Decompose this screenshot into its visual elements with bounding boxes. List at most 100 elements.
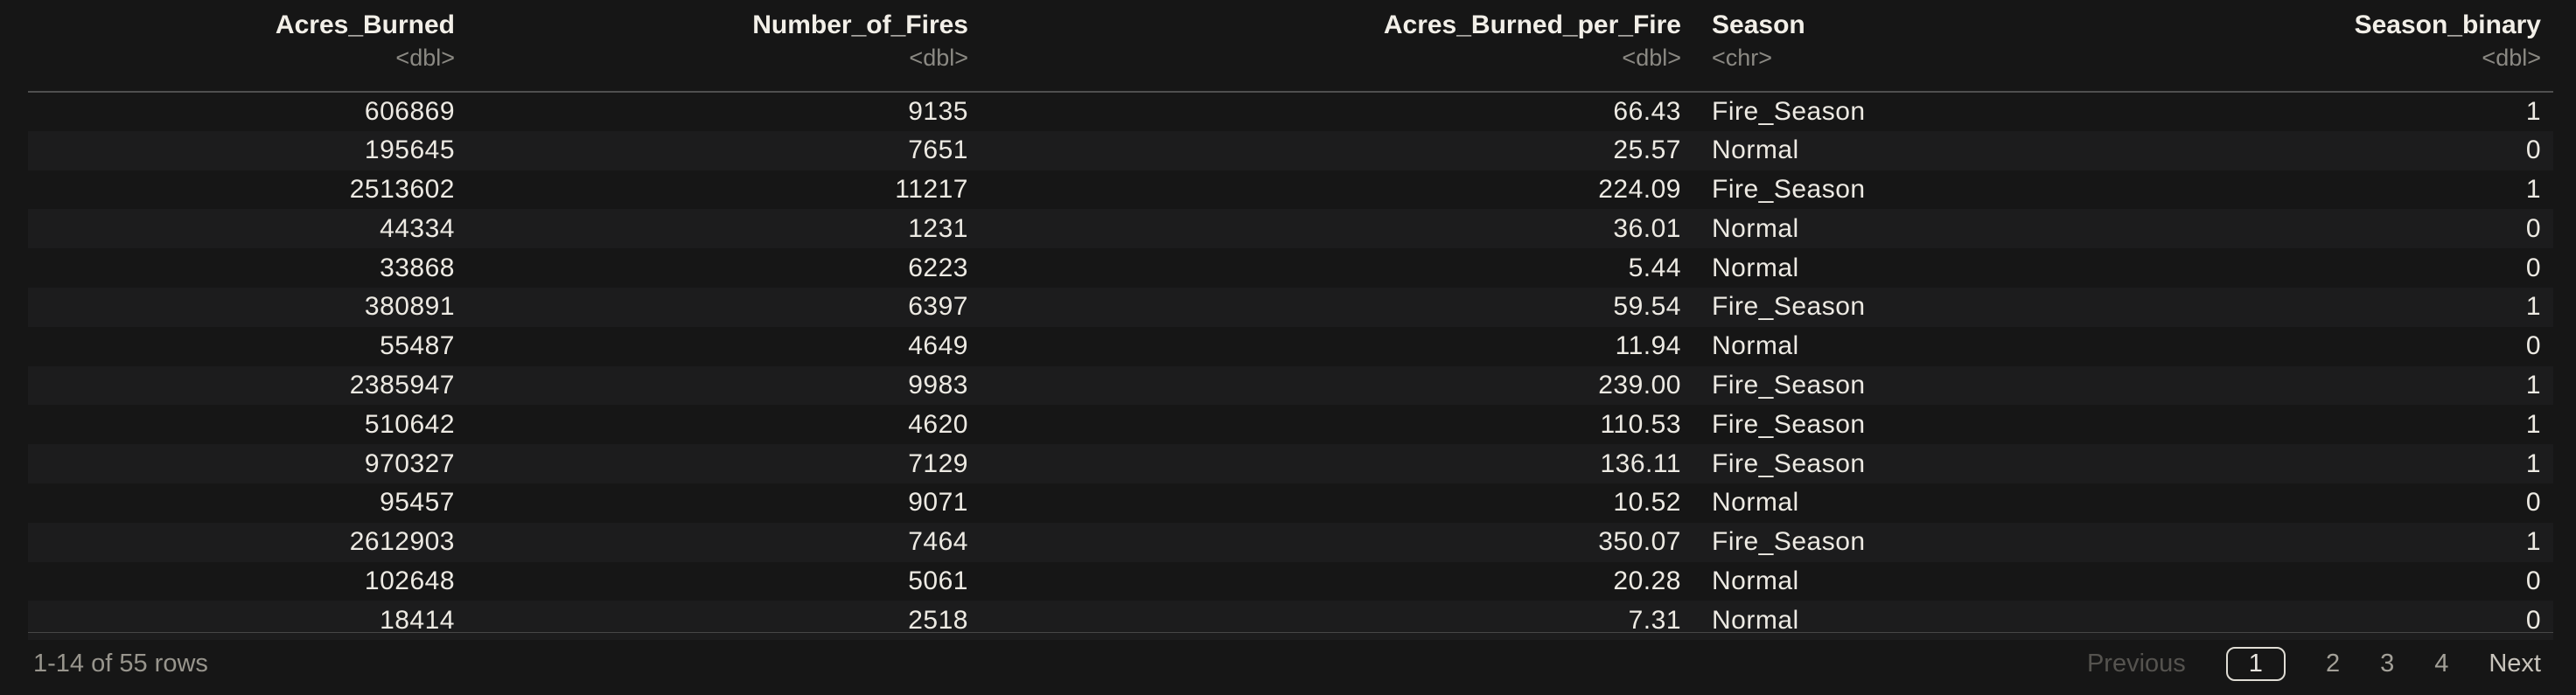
cell-season: Fire_Season bbox=[1712, 527, 1866, 557]
cell-acres-burned-per-fire: 7.31 bbox=[1628, 605, 1681, 635]
cell-acres-burned-per-fire: 136.11 bbox=[1600, 448, 1681, 478]
cell-acres-burned-per-fire: 11.94 bbox=[1615, 331, 1681, 361]
table-row: 970327 7129 136.11 Fire_Season 1 bbox=[28, 444, 2553, 483]
cell-number-of-fires: 7464 bbox=[908, 527, 968, 557]
cell-acres-burned: 380891 bbox=[364, 292, 455, 322]
table-row: 33868 6223 5.44 Normal 0 bbox=[28, 248, 2553, 288]
cell-season-binary: 1 bbox=[2525, 370, 2541, 400]
cell-season: Fire_Season bbox=[1712, 448, 1866, 478]
pagination-next-button[interactable]: Next bbox=[2489, 650, 2541, 678]
cell-acres-burned: 55487 bbox=[380, 331, 455, 361]
cell-acres-burned: 95457 bbox=[380, 488, 455, 518]
cell-season: Normal bbox=[1712, 253, 1799, 282]
table-row: 2385947 9983 239.00 Fire_Season 1 bbox=[28, 365, 2553, 406]
cell-number-of-fires: 7129 bbox=[908, 448, 968, 478]
cell-season: Fire_Season bbox=[1712, 96, 1866, 126]
cell-season-binary: 1 bbox=[2525, 96, 2541, 126]
cell-acres-burned-per-fire: 36.01 bbox=[1613, 213, 1681, 243]
table-row: 55487 4649 11.94 Normal 0 bbox=[28, 327, 2553, 366]
column-header-season-binary: Season_binary <dbl> bbox=[2145, 0, 2553, 93]
cell-acres-burned-per-fire: 66.43 bbox=[1613, 96, 1681, 126]
column-header-acres-burned-per-fire: Acres_Burned_per_Fire <dbl> bbox=[968, 0, 1681, 93]
cell-season-binary: 0 bbox=[2525, 253, 2541, 282]
cell-number-of-fires: 6397 bbox=[908, 292, 968, 322]
table-row: 2513602 11217 224.09 Fire_Season 1 bbox=[28, 170, 2553, 210]
cell-season-binary: 0 bbox=[2525, 136, 2541, 165]
column-label: Season_binary bbox=[2354, 10, 2541, 39]
cell-season: Fire_Season bbox=[1712, 174, 1866, 204]
cell-acres-burned-per-fire: 25.57 bbox=[1613, 136, 1681, 165]
table-header-row: Acres_Burned <dbl> Number_of_Fires <dbl> Acr… bbox=[28, 0, 2553, 93]
pagination-page[interactable]: 2 bbox=[2325, 650, 2341, 678]
data-table: Acres_Burned <dbl> Number_of_Fires <dbl> Acr… bbox=[28, 0, 2553, 641]
data-frame-viewer: Acres_Burned <dbl> Number_of_Fires <dbl> Acr… bbox=[28, 0, 2553, 641]
pagination: Previous 1 2 3 4 Next bbox=[2087, 647, 2541, 681]
cell-acres-burned-per-fire: 10.52 bbox=[1613, 488, 1681, 518]
table-row: 102648 5061 20.28 Normal 0 bbox=[28, 562, 2553, 601]
pagination-previous-button[interactable]: Previous bbox=[2086, 650, 2186, 678]
cell-season-binary: 1 bbox=[2525, 409, 2541, 439]
column-header-season: Season <chr> bbox=[1681, 0, 2145, 93]
column-label: Number_of_Fires bbox=[752, 10, 968, 39]
pagination-page[interactable]: 4 bbox=[2434, 650, 2449, 678]
cell-acres-burned-per-fire: 224.09 bbox=[1598, 174, 1681, 204]
table-row: 380891 6397 59.54 Fire_Season 1 bbox=[28, 287, 2553, 327]
cell-number-of-fires: 9983 bbox=[908, 370, 968, 400]
table-row: 510642 4620 110.53 Fire_Season 1 bbox=[28, 405, 2553, 444]
column-type: <dbl> bbox=[909, 45, 968, 71]
column-type: <dbl> bbox=[2482, 45, 2541, 71]
cell-season: Fire_Season bbox=[1712, 409, 1866, 439]
cell-acres-burned: 970327 bbox=[364, 448, 455, 478]
cell-acres-burned: 2612903 bbox=[349, 527, 455, 557]
cell-number-of-fires: 2518 bbox=[908, 605, 968, 635]
cell-season-binary: 0 bbox=[2525, 566, 2541, 595]
cell-acres-burned: 18414 bbox=[380, 605, 455, 635]
column-header-number-of-fires: Number_of_Fires <dbl> bbox=[455, 0, 968, 93]
cell-number-of-fires: 7651 bbox=[908, 136, 968, 165]
cell-acres-burned: 44334 bbox=[380, 213, 455, 243]
cell-number-of-fires: 4620 bbox=[908, 409, 968, 439]
column-label: Acres_Burned bbox=[275, 10, 455, 39]
table-footer: 1-14 of 55 rows Previous 1 2 3 4 Next bbox=[28, 632, 2553, 695]
cell-acres-burned: 33868 bbox=[380, 253, 455, 282]
cell-season: Normal bbox=[1712, 605, 1799, 635]
table-row: 44334 1231 36.01 Normal 0 bbox=[28, 209, 2553, 249]
cell-number-of-fires: 9071 bbox=[908, 488, 968, 518]
column-header-acres-burned: Acres_Burned <dbl> bbox=[28, 0, 455, 93]
cell-season: Fire_Season bbox=[1712, 370, 1866, 400]
pagination-page-active[interactable]: 1 bbox=[2225, 647, 2286, 681]
cell-acres-burned: 2385947 bbox=[349, 370, 455, 400]
cell-acres-burned-per-fire: 110.53 bbox=[1600, 409, 1681, 439]
cell-season: Normal bbox=[1712, 566, 1799, 595]
cell-season-binary: 0 bbox=[2525, 331, 2541, 361]
cell-season: Normal bbox=[1712, 331, 1799, 361]
cell-season-binary: 0 bbox=[2525, 605, 2541, 635]
table-row: 18414 2518 7.31 Normal 0 bbox=[28, 601, 2553, 641]
cell-number-of-fires: 11217 bbox=[895, 174, 968, 204]
cell-acres-burned-per-fire: 350.07 bbox=[1598, 527, 1681, 557]
table-body: 606869 9135 66.43 Fire_Season 1 195645 7651 25.… bbox=[28, 92, 2553, 641]
cell-acres-burned: 102648 bbox=[364, 566, 455, 595]
cell-number-of-fires: 4649 bbox=[908, 331, 968, 361]
cell-acres-burned: 195645 bbox=[364, 136, 455, 165]
cell-acres-burned: 606869 bbox=[364, 96, 455, 126]
cell-number-of-fires: 5061 bbox=[908, 566, 968, 595]
cell-season: Normal bbox=[1712, 136, 1799, 165]
column-label: Acres_Burned_per_Fire bbox=[1383, 10, 1681, 39]
cell-season-binary: 1 bbox=[2525, 174, 2541, 204]
table-row: 606869 9135 66.43 Fire_Season 1 bbox=[28, 92, 2553, 131]
cell-season: Normal bbox=[1712, 213, 1799, 243]
cell-acres-burned: 2513602 bbox=[349, 174, 455, 204]
table-row: 2612903 7464 350.07 Fire_Season 1 bbox=[28, 522, 2553, 562]
cell-acres-burned-per-fire: 20.28 bbox=[1613, 566, 1681, 595]
table-row: 195645 7651 25.57 Normal 0 bbox=[28, 130, 2553, 170]
cell-season-binary: 1 bbox=[2525, 448, 2541, 478]
cell-number-of-fires: 6223 bbox=[908, 253, 968, 282]
column-label: Season bbox=[1712, 10, 1805, 39]
cell-acres-burned-per-fire: 59.54 bbox=[1613, 292, 1681, 322]
pagination-page[interactable]: 3 bbox=[2380, 650, 2395, 678]
cell-season-binary: 1 bbox=[2525, 292, 2541, 322]
table-header: Acres_Burned <dbl> Number_of_Fires <dbl> Acr… bbox=[28, 0, 2553, 93]
cell-acres-burned-per-fire: 5.44 bbox=[1628, 253, 1681, 282]
column-type: <dbl> bbox=[1622, 45, 1681, 71]
